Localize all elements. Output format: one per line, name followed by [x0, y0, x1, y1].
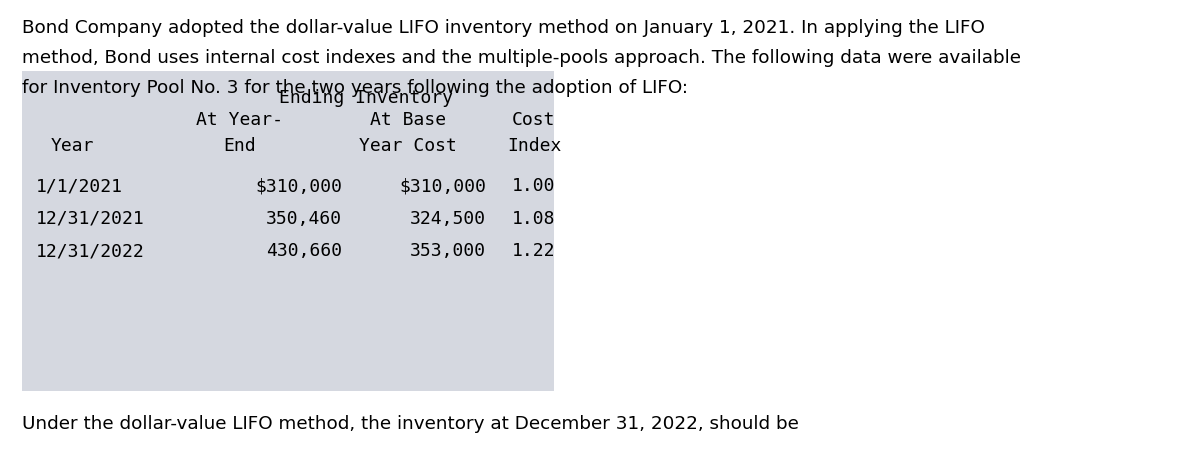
Text: Under the dollar-value LIFO method, the inventory at December 31, 2022, should b: Under the dollar-value LIFO method, the …: [22, 414, 798, 432]
Text: Ending Inventory: Ending Inventory: [278, 89, 454, 107]
Text: 1.22: 1.22: [512, 242, 556, 260]
Text: 430,660: 430,660: [266, 242, 342, 260]
Text: Cost: Cost: [512, 111, 556, 129]
Text: Year: Year: [50, 137, 94, 155]
Text: 353,000: 353,000: [410, 242, 486, 260]
Text: 12/31/2021: 12/31/2021: [36, 209, 145, 227]
Text: Year Cost: Year Cost: [359, 137, 457, 155]
Text: 1.00: 1.00: [512, 177, 556, 195]
Text: End: End: [223, 137, 257, 155]
Text: Index: Index: [506, 137, 562, 155]
Text: for Inventory Pool No. 3 for the two years following the adoption of LIFO:: for Inventory Pool No. 3 for the two yea…: [22, 79, 688, 97]
Text: At Base: At Base: [370, 111, 446, 129]
Text: 12/31/2022: 12/31/2022: [36, 242, 145, 260]
Text: At Year-: At Year-: [197, 111, 283, 129]
Text: $310,000: $310,000: [398, 177, 486, 195]
Text: Bond Company adopted the dollar-value LIFO inventory method on January 1, 2021. : Bond Company adopted the dollar-value LI…: [22, 19, 984, 37]
Text: 1.08: 1.08: [512, 209, 556, 227]
Text: method, Bond uses internal cost indexes and the multiple-pools approach. The fol: method, Bond uses internal cost indexes …: [22, 49, 1020, 67]
Text: 350,460: 350,460: [266, 209, 342, 227]
Text: 324,500: 324,500: [410, 209, 486, 227]
Text: 1/1/2021: 1/1/2021: [36, 177, 124, 195]
Text: $310,000: $310,000: [254, 177, 342, 195]
